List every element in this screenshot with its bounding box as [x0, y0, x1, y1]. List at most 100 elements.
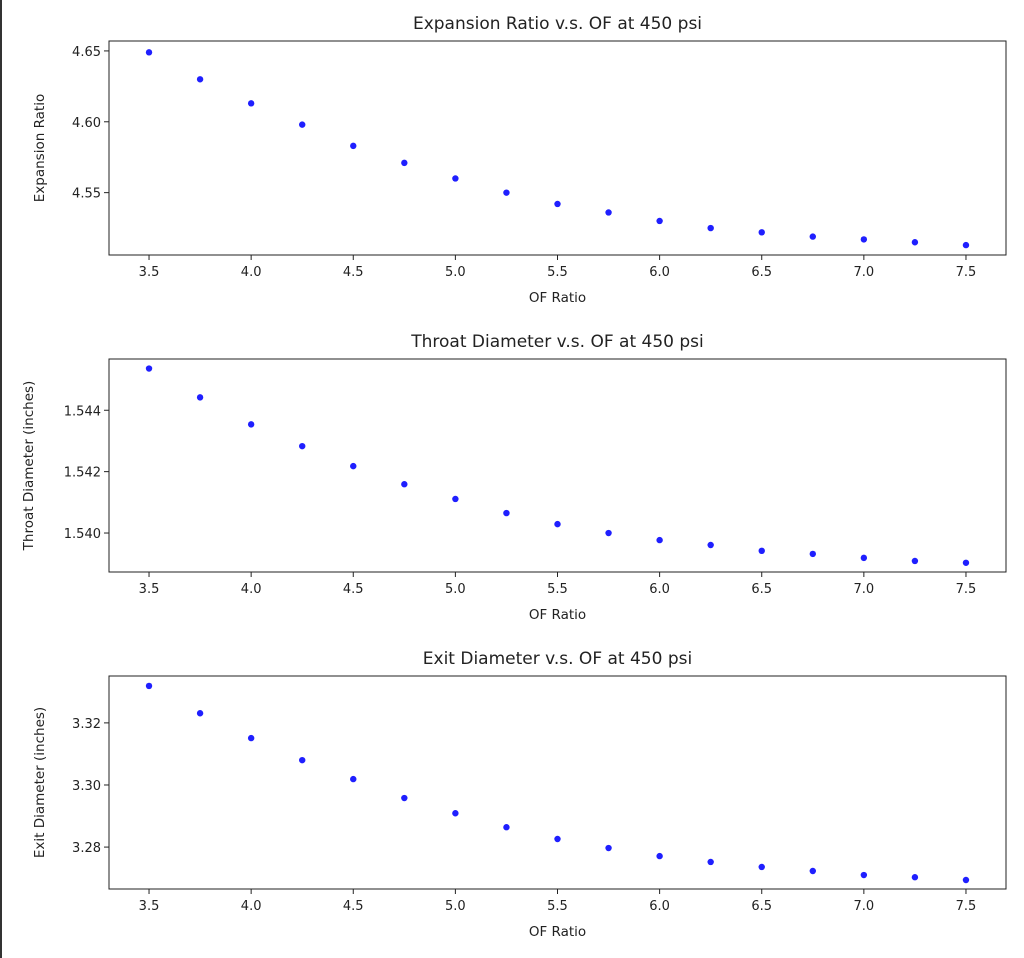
data-point — [452, 810, 459, 817]
data-point — [401, 794, 408, 802]
x-tick-label: 4.0 — [241, 265, 262, 280]
y-tick-label: 1.544 — [64, 404, 101, 419]
subplot-2: Throat Diameter v.s. OF at 450 psi OF Rat… — [21, 332, 1007, 623]
x-tick-label: 5.0 — [445, 582, 466, 597]
x-tick-label: 4.5 — [343, 265, 364, 280]
x-tick-label: 5.5 — [547, 582, 568, 597]
x-tick-label: 5.5 — [547, 265, 568, 280]
data-point — [145, 49, 153, 56]
data-point — [605, 209, 612, 216]
data-point — [503, 189, 510, 196]
data-point — [962, 876, 970, 884]
data-point — [860, 871, 868, 879]
data-point — [860, 554, 868, 562]
data-point — [145, 365, 153, 372]
data-point — [452, 175, 459, 182]
data-point — [656, 852, 663, 860]
y-tick-label: 1.540 — [64, 527, 101, 542]
data-point — [758, 863, 765, 871]
data-point — [247, 100, 255, 107]
data-point — [707, 224, 714, 232]
x-tick-label: 5.5 — [547, 899, 568, 914]
data-point — [503, 824, 510, 831]
y-tick-label: 3.30 — [72, 779, 101, 794]
y-tick-label: 3.28 — [72, 841, 101, 856]
axes-frame — [108, 40, 1007, 256]
y-axis-label: Exit Diameter (inches) — [32, 707, 48, 858]
x-tick-label: 7.5 — [956, 265, 977, 280]
y-tick-label: 4.60 — [72, 116, 101, 131]
data-point — [656, 536, 663, 544]
x-tick-label: 4.0 — [241, 582, 262, 597]
data-point — [809, 233, 816, 240]
data-point — [350, 142, 357, 150]
x-tick-label: 6.0 — [649, 899, 670, 914]
y-axis-label: Expansion Ratio — [32, 94, 48, 202]
data-point — [860, 236, 868, 243]
data-point — [554, 520, 561, 528]
data-point — [911, 874, 919, 881]
x-tick-label: 6.0 — [649, 265, 670, 280]
x-tick-label: 6.5 — [751, 582, 772, 597]
x-tick-label: 3.5 — [139, 265, 160, 280]
data-point — [707, 858, 714, 866]
data-point — [299, 121, 306, 128]
data-point — [350, 462, 357, 470]
data-point — [299, 442, 306, 450]
data-point — [247, 421, 255, 428]
x-axis-label: OF Ratio — [529, 290, 586, 306]
data-point — [707, 541, 714, 549]
x-tick-label: 5.0 — [445, 265, 466, 280]
y-tick-label: 4.65 — [72, 45, 101, 60]
x-axis-label: OF Ratio — [529, 607, 586, 623]
data-point — [350, 775, 357, 783]
x-tick-label: 4.5 — [343, 582, 364, 597]
data-point — [503, 509, 510, 517]
data-point — [196, 394, 204, 401]
data-point — [962, 241, 970, 249]
subplot-1: Expansion Ratio v.s. OF at 450 psi OF Rat… — [32, 14, 1007, 306]
data-point — [962, 559, 970, 566]
x-tick-label: 6.5 — [751, 265, 772, 280]
chart-title: Exit Diameter v.s. OF at 450 psi — [423, 649, 692, 669]
x-tick-label: 4.0 — [241, 899, 262, 914]
data-point — [299, 756, 306, 764]
x-axis-label: OF Ratio — [529, 924, 586, 940]
x-tick-label: 7.5 — [956, 899, 977, 914]
x-tick-label: 3.5 — [139, 899, 160, 914]
data-point — [452, 495, 459, 503]
y-tick-label: 3.32 — [72, 717, 101, 732]
x-tick-label: 6.5 — [751, 899, 772, 914]
y-tick-label: 4.55 — [72, 187, 101, 202]
axes-frame — [108, 358, 1007, 573]
data-point — [401, 159, 408, 167]
x-tick-label: 5.0 — [445, 899, 466, 914]
chart-title: Throat Diameter v.s. OF at 450 psi — [410, 332, 704, 352]
data-point — [605, 529, 612, 537]
data-point — [809, 550, 816, 558]
data-point — [758, 547, 765, 555]
data-point — [758, 229, 765, 236]
x-tick-label: 7.0 — [854, 265, 875, 280]
data-point — [656, 217, 663, 225]
data-point — [196, 76, 204, 83]
x-tick-label: 6.0 — [649, 582, 670, 597]
x-tick-label: 4.5 — [343, 899, 364, 914]
data-point — [911, 239, 919, 246]
data-point — [911, 557, 919, 565]
x-tick-label: 7.0 — [854, 899, 875, 914]
data-point — [401, 481, 408, 488]
data-point — [554, 200, 561, 208]
x-tick-label: 7.5 — [956, 582, 977, 597]
data-point — [196, 710, 204, 717]
data-point — [809, 867, 816, 875]
y-axis-label: Throat Diameter (inches) — [21, 381, 37, 552]
data-point — [145, 682, 153, 690]
x-tick-label: 7.0 — [854, 582, 875, 597]
data-point — [247, 734, 255, 742]
window-edge — [0, 0, 2, 958]
axes-frame — [108, 675, 1007, 890]
subplot-3: Exit Diameter v.s. OF at 450 psi OF Ratio… — [32, 649, 1007, 940]
x-tick-label: 3.5 — [139, 582, 160, 597]
